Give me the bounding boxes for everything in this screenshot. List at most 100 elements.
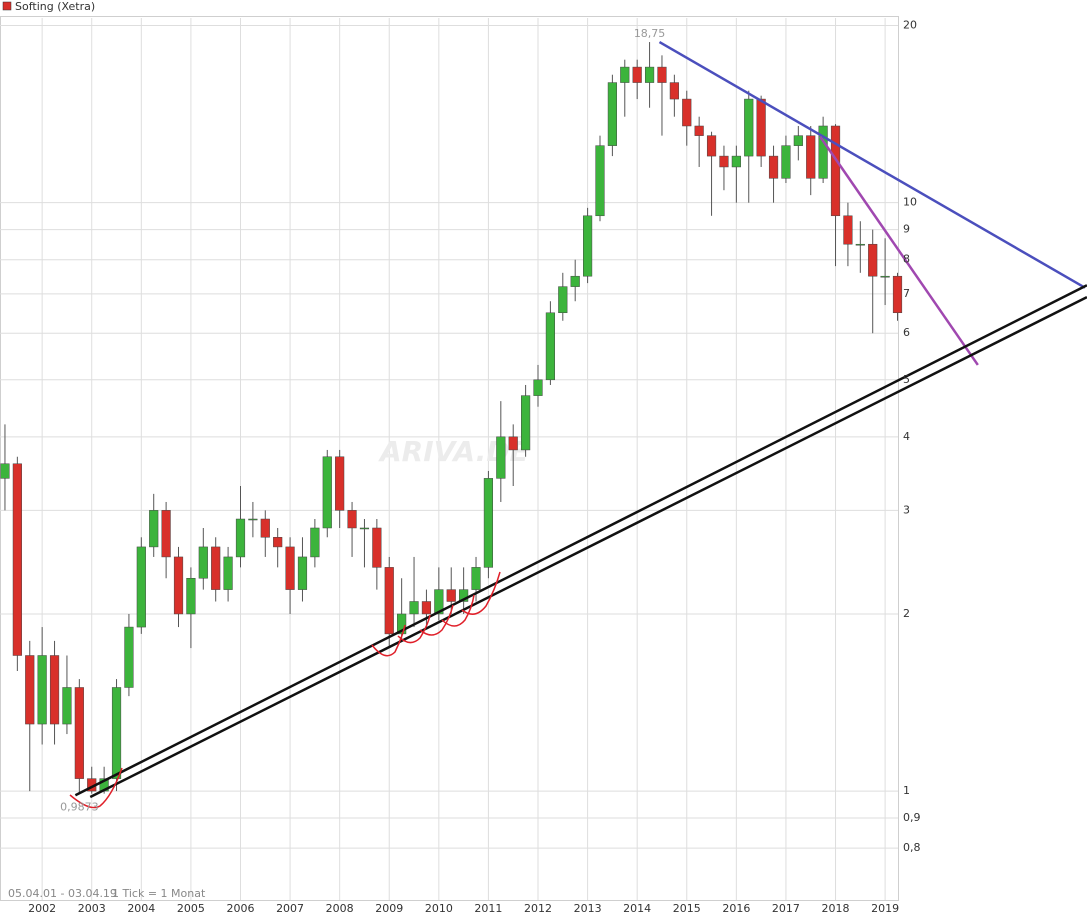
candle-body	[384, 567, 394, 635]
candle-body	[719, 155, 729, 168]
candle-body	[830, 125, 841, 217]
candle-body	[136, 546, 146, 628]
candle-body	[173, 556, 184, 615]
candle-body	[297, 556, 308, 590]
hand-drawn-marks	[69, 571, 501, 809]
candle-body	[657, 66, 667, 83]
x-tick-label: 2011	[474, 902, 502, 915]
candle-body	[496, 436, 506, 479]
x-tick-label: 2006	[226, 902, 254, 915]
candle-body	[558, 286, 568, 314]
x-tick-label: 2009	[375, 902, 403, 915]
candle-body	[285, 546, 295, 590]
candle-body	[545, 312, 555, 381]
candle-body	[434, 589, 444, 615]
candle-body	[446, 589, 456, 602]
candle-body	[533, 379, 543, 396]
candle-body	[347, 510, 357, 529]
y-tick-label: 2	[903, 607, 910, 620]
candle-body	[223, 556, 233, 590]
candle-body	[248, 518, 258, 521]
candle-body	[868, 243, 878, 277]
candle-body	[335, 456, 345, 511]
y-tick-label: 7	[903, 287, 910, 300]
candle-body	[310, 527, 320, 558]
candle-body	[632, 66, 642, 83]
x-tick-label: 2016	[722, 902, 750, 915]
x-tick-label: 2002	[28, 902, 56, 915]
candle-body	[471, 567, 481, 590]
trendline	[819, 135, 979, 366]
y-tick-label: 4	[903, 430, 910, 443]
candle-body	[731, 155, 741, 168]
x-tick-label: 2014	[623, 902, 651, 915]
candle-body	[74, 687, 84, 779]
x-tick-label: 2007	[276, 902, 304, 915]
x-tick-label: 2013	[574, 902, 602, 915]
candle-body	[806, 135, 816, 179]
footer-tick: 1 Tick = 1 Monat	[112, 887, 206, 900]
candle-body	[12, 463, 22, 656]
candle-body	[235, 518, 246, 558]
candle-body	[620, 66, 630, 83]
candle-body	[37, 655, 47, 725]
x-tick-label: 2010	[425, 902, 453, 915]
candle-body	[756, 98, 766, 157]
candle-body	[781, 145, 791, 179]
hand-drawn-curve	[419, 604, 454, 636]
y-tick-label: 1	[903, 784, 910, 797]
candle-body	[124, 626, 134, 688]
candle-body	[161, 510, 171, 558]
trendline	[74, 284, 1087, 797]
y-tick-label: 3	[903, 503, 910, 516]
candle-body	[843, 215, 853, 245]
candle-body	[397, 613, 407, 635]
y-tick-label: 9	[903, 223, 910, 236]
candle-body	[694, 125, 704, 136]
y-tick-label: 20	[903, 19, 917, 32]
candle-body	[521, 395, 531, 451]
candle-body	[322, 456, 332, 529]
candle-body	[409, 601, 419, 615]
y-tick-label: 0,8	[903, 841, 921, 854]
candle-body	[595, 145, 605, 217]
candle-body	[149, 510, 159, 548]
candle-body	[706, 135, 717, 157]
candle-body	[211, 546, 221, 590]
y-tick-label: 6	[903, 326, 910, 339]
hand-drawn-curve	[441, 594, 475, 627]
hand-drawn-curve	[461, 571, 501, 615]
y-tick-label: 5	[903, 373, 910, 386]
x-tick-label: 2003	[78, 902, 106, 915]
x-tick-label: 2008	[326, 902, 354, 915]
candle-body	[273, 537, 283, 548]
candle-body	[359, 527, 370, 530]
candle-body	[793, 135, 803, 146]
candle-body	[669, 82, 679, 100]
hand-drawn-curve	[371, 624, 406, 657]
candle-body	[818, 125, 828, 179]
candle-body	[260, 518, 270, 538]
trendline	[89, 296, 1087, 799]
trendline	[658, 40, 1086, 289]
y-tick-label: 10	[903, 196, 917, 209]
legend-label: Softing (Xetra)	[15, 0, 95, 13]
hand-drawn-curve	[69, 767, 123, 809]
footer-range: 05.04.01 - 03.04.19	[8, 887, 117, 900]
y-tick-label: 0,9	[903, 811, 921, 824]
candle-body	[483, 478, 494, 568]
candle-body	[62, 687, 72, 725]
x-tick-label: 2012	[524, 902, 552, 915]
watermark: ARIVA.DE	[378, 435, 529, 468]
y-tick-label: 8	[903, 253, 910, 266]
candle-body	[682, 98, 692, 127]
candle-body	[111, 687, 122, 779]
candle-body	[49, 655, 60, 725]
trendlines	[74, 40, 1087, 799]
candle-body	[25, 655, 35, 725]
x-tick-label: 2004	[127, 902, 155, 915]
candle-body	[607, 82, 617, 146]
candle-body	[570, 275, 580, 287]
price-annotation: 18,75	[634, 27, 666, 40]
